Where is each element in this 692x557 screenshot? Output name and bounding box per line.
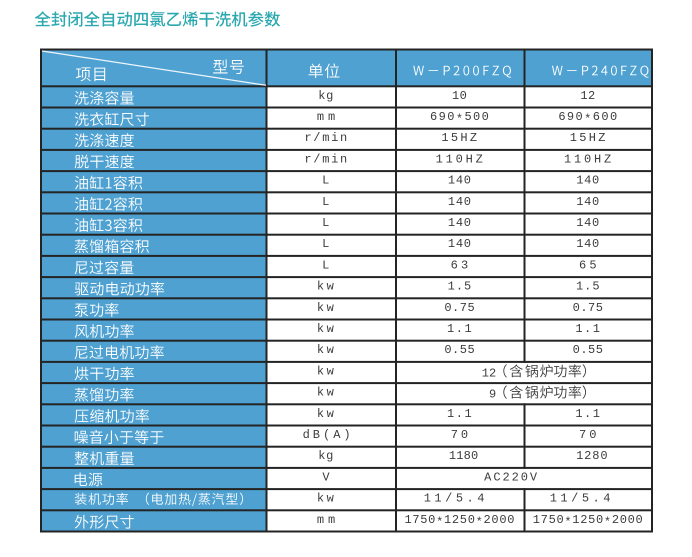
svg-text:L: L	[322, 216, 329, 230]
svg-text:11/5.4: 11/5.4	[550, 492, 614, 506]
svg-text:1.5: 1.5	[448, 280, 473, 294]
svg-text:AC220V: AC220V	[484, 470, 539, 484]
svg-text:70: 70	[579, 428, 599, 442]
svg-text:r/min: r/min	[304, 152, 349, 166]
svg-text:140: 140	[576, 195, 600, 209]
svg-text:1.5: 1.5	[576, 280, 601, 294]
svg-text:140: 140	[576, 174, 600, 188]
svg-text:140: 140	[576, 237, 600, 251]
svg-text:140: 140	[448, 237, 472, 251]
svg-text:12: 12	[482, 366, 497, 380]
svg-text:70: 70	[451, 428, 471, 442]
svg-text:11/5.4: 11/5.4	[424, 492, 488, 506]
svg-text:9: 9	[489, 388, 496, 402]
svg-text:1.1: 1.1	[447, 322, 473, 336]
svg-text:kw: kw	[317, 407, 336, 421]
svg-text:kw: kw	[317, 386, 336, 400]
svg-text:690*600: 690*600	[558, 110, 618, 127]
svg-text:63: 63	[451, 258, 472, 272]
svg-text:0.75: 0.75	[444, 301, 475, 315]
svg-text:kg: kg	[318, 89, 334, 103]
svg-text:140: 140	[448, 174, 472, 188]
svg-text:kw: kw	[317, 364, 336, 378]
svg-text:65: 65	[579, 258, 600, 272]
svg-text:110HZ: 110HZ	[436, 152, 486, 166]
svg-text:140: 140	[448, 216, 472, 230]
svg-text:L: L	[322, 195, 329, 209]
svg-text:L: L	[322, 174, 329, 188]
svg-text:0.55: 0.55	[444, 343, 475, 357]
svg-text:15HZ: 15HZ	[570, 131, 608, 145]
svg-text:0.55: 0.55	[573, 343, 604, 357]
svg-text:1750*1250*2000: 1750*1250*2000	[404, 513, 515, 530]
svg-text:mm: mm	[317, 110, 339, 124]
svg-text:110HZ: 110HZ	[564, 152, 614, 166]
svg-text:r/min: r/min	[304, 131, 349, 145]
svg-text:1750*1250*2000: 1750*1250*2000	[533, 513, 644, 530]
svg-text:kw: kw	[317, 280, 336, 294]
svg-text:12: 12	[580, 89, 595, 103]
svg-text:kw: kw	[317, 301, 336, 315]
svg-text:10: 10	[452, 89, 467, 103]
svg-text:kw: kw	[317, 492, 336, 506]
svg-text:140: 140	[576, 216, 600, 230]
svg-text:mm: mm	[317, 513, 339, 527]
svg-text:1.1: 1.1	[575, 322, 601, 336]
svg-text:1.1: 1.1	[447, 407, 473, 421]
svg-text:690*500: 690*500	[430, 110, 490, 127]
svg-text:0.75: 0.75	[573, 301, 604, 315]
svg-text:1.1: 1.1	[575, 407, 601, 421]
svg-text:dB(A): dB(A)	[303, 428, 354, 442]
svg-text:kw: kw	[317, 322, 336, 336]
svg-text:15HZ: 15HZ	[441, 131, 479, 145]
svg-text:L: L	[322, 258, 329, 272]
svg-text:140: 140	[448, 195, 472, 209]
svg-text:V: V	[322, 470, 330, 484]
svg-text:kg: kg	[318, 449, 334, 463]
svg-text:1180: 1180	[449, 449, 479, 463]
svg-text:L: L	[322, 237, 329, 251]
svg-text:kw: kw	[317, 343, 336, 357]
svg-text:1280: 1280	[576, 449, 608, 463]
